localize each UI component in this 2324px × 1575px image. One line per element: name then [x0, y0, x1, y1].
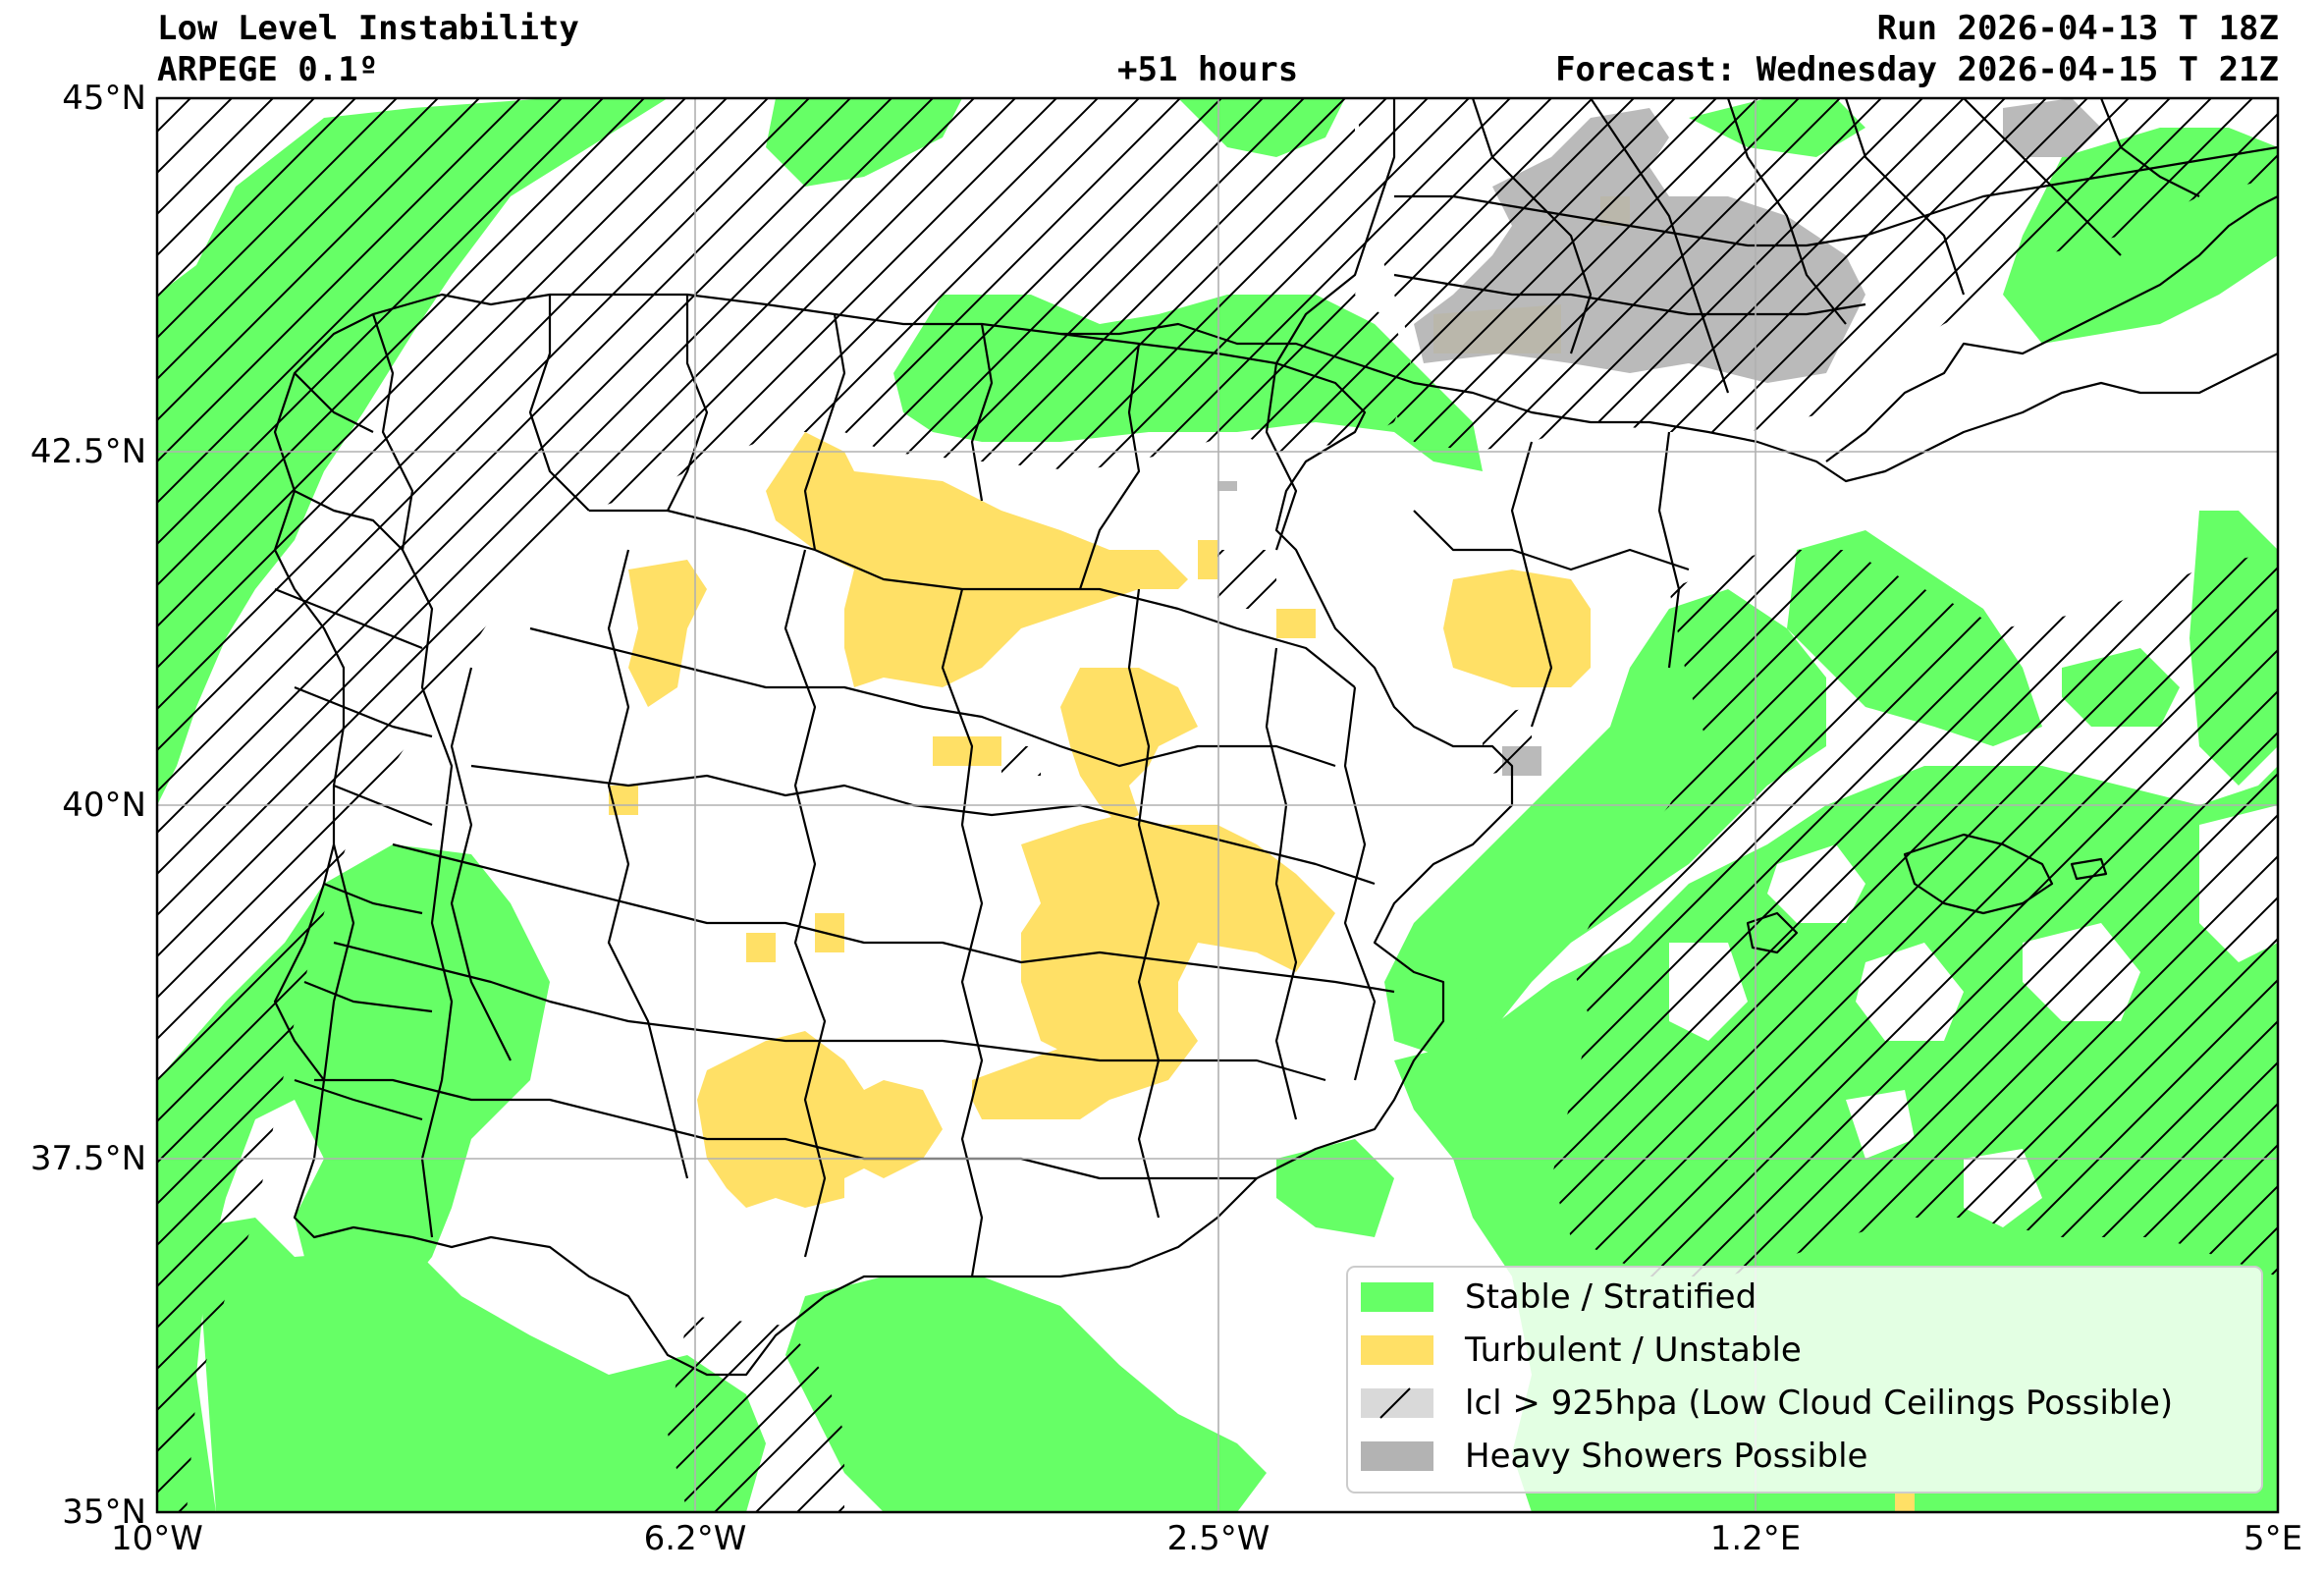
x-tick-label: 10°W [111, 1519, 203, 1558]
lead-time-label: +51 hours [1117, 50, 1299, 89]
legend-label-lcl: lcl > 925hpa (Low Cloud Ceilings Possibl… [1465, 1384, 2174, 1423]
x-tick-label: 5°E [2243, 1519, 2303, 1558]
y-tick-label: 37.5°N [29, 1139, 146, 1178]
forecast-label: Forecast: Wednesday 2026-04-15 T 21Z [1555, 50, 2279, 89]
legend-box [1346, 1266, 2263, 1494]
legend-swatch-turbulent [1361, 1335, 1433, 1365]
y-tick-label: 35°N [62, 1493, 146, 1532]
run-label: Run 2026-04-13 T 18Z [1876, 9, 2279, 48]
legend-swatch-lcl [1361, 1388, 1433, 1418]
legend-label-turbulent: Turbulent / Unstable [1465, 1331, 1802, 1370]
map-title: Low Level Instability [157, 9, 579, 48]
y-tick-label: 42.5°N [29, 432, 146, 471]
turbulent-regions [609, 196, 1915, 1512]
x-tick-label: 1.2°E [1709, 1519, 1802, 1558]
legend [1346, 1266, 2263, 1494]
legend-label-stable: Stable / Stratified [1465, 1277, 1757, 1317]
y-tick-label: 40°N [62, 786, 146, 825]
x-tick-label: 2.5°W [1166, 1519, 1270, 1558]
y-tick-label: 45°N [62, 79, 146, 118]
model-label: ARPEGE 0.1º [157, 50, 379, 89]
legend-swatch-showers [1361, 1441, 1433, 1471]
legend-swatch-lcl-hatch [1379, 1387, 1411, 1419]
legend-label-showers: Heavy Showers Possible [1465, 1437, 1868, 1476]
x-tick-label: 6.2°W [643, 1519, 747, 1558]
map-frame [155, 96, 2280, 1514]
legend-swatch-stable [1361, 1282, 1433, 1312]
